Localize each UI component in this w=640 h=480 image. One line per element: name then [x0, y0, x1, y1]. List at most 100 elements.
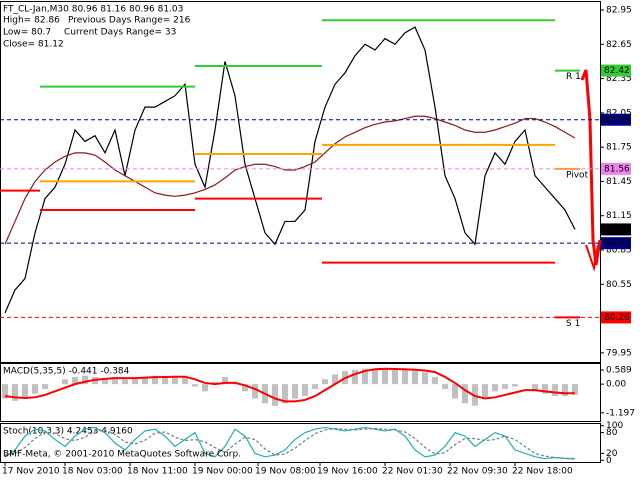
histogram-bar — [192, 384, 198, 387]
y-tick-label: 82.65 — [606, 40, 632, 50]
histogram-bar — [482, 384, 488, 399]
histogram-bar — [422, 372, 428, 385]
y-tick-label: 82.35 — [606, 74, 632, 84]
histogram-bar — [442, 384, 448, 389]
y-tick-label: 20 — [606, 449, 618, 459]
price-tag — [601, 113, 631, 126]
histogram-bar — [282, 384, 288, 404]
histogram-bar — [102, 378, 108, 385]
histogram-bar — [222, 376, 228, 385]
arrow-head — [585, 244, 599, 272]
histogram-bar — [212, 381, 218, 385]
header-info: High= 82.86 — [3, 16, 60, 26]
macd-panel — [0, 363, 601, 422]
histogram-bar — [312, 384, 318, 389]
x-tick-label: 22 Nov 18:00 — [512, 467, 573, 477]
histogram-bar — [42, 384, 48, 389]
y-tick-label: 100 — [606, 421, 623, 431]
price-tag — [601, 311, 631, 324]
y-tick-label: 0.00 — [606, 380, 626, 390]
x-tick-label: 18 Nov 11:00 — [127, 467, 188, 477]
header-info: Current Days Range= 33 — [64, 28, 176, 38]
histogram-bar — [132, 378, 138, 385]
histogram-bar — [12, 384, 18, 401]
histogram-bar — [252, 384, 258, 399]
y-tick-label: 0.589 — [606, 366, 632, 376]
y-tick-label: 81.15 — [606, 211, 632, 221]
histogram-bar — [562, 384, 568, 397]
level-label: S 1 — [566, 319, 580, 329]
price-tag-label: 81.99 — [604, 115, 630, 125]
y-tick-label: 0 — [606, 456, 612, 466]
histogram-bar — [292, 384, 298, 399]
x-tick-label: 22 Nov 09:30 — [447, 467, 508, 477]
x-tick-label: 19 Nov 16:00 — [317, 467, 378, 477]
histogram-bar — [572, 384, 578, 395]
histogram-bar — [242, 384, 248, 392]
histogram-bar — [432, 376, 438, 385]
x-tick-label: 17 Nov 2010 — [2, 467, 60, 477]
histogram-bar — [552, 384, 558, 397]
level-label: R 1 — [566, 72, 581, 82]
histogram-bar — [452, 384, 458, 399]
histogram-bar — [412, 370, 418, 385]
histogram-bar — [202, 384, 208, 392]
series-line — [4, 26, 576, 314]
stoch-panel — [0, 423, 601, 463]
histogram-bar — [502, 384, 508, 389]
y-tick-label: 80.85 — [606, 246, 632, 256]
histogram-bar — [472, 384, 478, 406]
x-tick-label: 18 Nov 03:00 — [62, 467, 123, 477]
histogram-bar — [32, 384, 38, 394]
histogram-bar — [172, 375, 178, 385]
histogram-bar — [332, 374, 338, 385]
copyright: BMF-Meta, © 2001-2010 MetaQuotes Softwar… — [3, 450, 241, 460]
histogram-bar — [402, 369, 408, 385]
header-info: Low= 80.7 — [3, 28, 51, 38]
price-tag-label: 82.42 — [604, 66, 630, 76]
price-tag — [601, 162, 631, 175]
histogram-bar — [462, 384, 468, 404]
panel-title: Stoch(10,3,3) 4.2453 4.9160 — [3, 427, 133, 437]
panel-title: MACD(5,35,5) -0.441 -0.384 — [3, 367, 130, 377]
histogram-bar — [152, 375, 158, 385]
histogram-bar — [142, 376, 148, 385]
y-tick-label: 82.95 — [606, 6, 632, 16]
main-panel — [0, 1, 601, 363]
y-tick-label: 79.95 — [606, 348, 632, 358]
histogram-bar — [62, 379, 68, 385]
y-tick-label: 80 — [606, 428, 618, 438]
series-line — [4, 367, 575, 403]
header-info: Close= 81.12 — [3, 40, 64, 50]
histogram-bar — [512, 384, 518, 387]
histogram-bar — [72, 376, 78, 385]
histogram-bar — [112, 376, 118, 385]
histogram-bar — [302, 384, 308, 397]
price-tag — [601, 237, 631, 250]
y-tick-label: 82.05 — [606, 108, 632, 118]
y-tick-label: 81.45 — [606, 177, 632, 187]
histogram-bar — [2, 384, 8, 399]
histogram-bar — [82, 375, 88, 385]
y-tick-label: -1.197 — [606, 408, 635, 418]
series-line — [4, 427, 576, 460]
histogram-bar — [122, 379, 128, 385]
histogram-bar — [542, 384, 548, 394]
arrow-decoration — [580, 69, 602, 266]
histogram-bar — [362, 368, 368, 385]
histogram-bar — [392, 369, 398, 385]
histogram-bar — [22, 384, 28, 399]
histogram-bar — [382, 369, 388, 385]
header-info: Previous Days Range= 216 — [68, 16, 191, 26]
histogram-bar — [162, 376, 168, 385]
price-tag — [601, 64, 631, 77]
price-tag-label: 80.91 — [604, 239, 630, 249]
histogram-bar — [532, 384, 538, 392]
histogram-bar — [272, 384, 278, 406]
y-tick-label: 81.75 — [606, 143, 632, 153]
histogram-bar — [182, 376, 188, 385]
x-tick-label: 19 Nov 08:00 — [255, 467, 316, 477]
histogram-bar — [322, 379, 328, 385]
